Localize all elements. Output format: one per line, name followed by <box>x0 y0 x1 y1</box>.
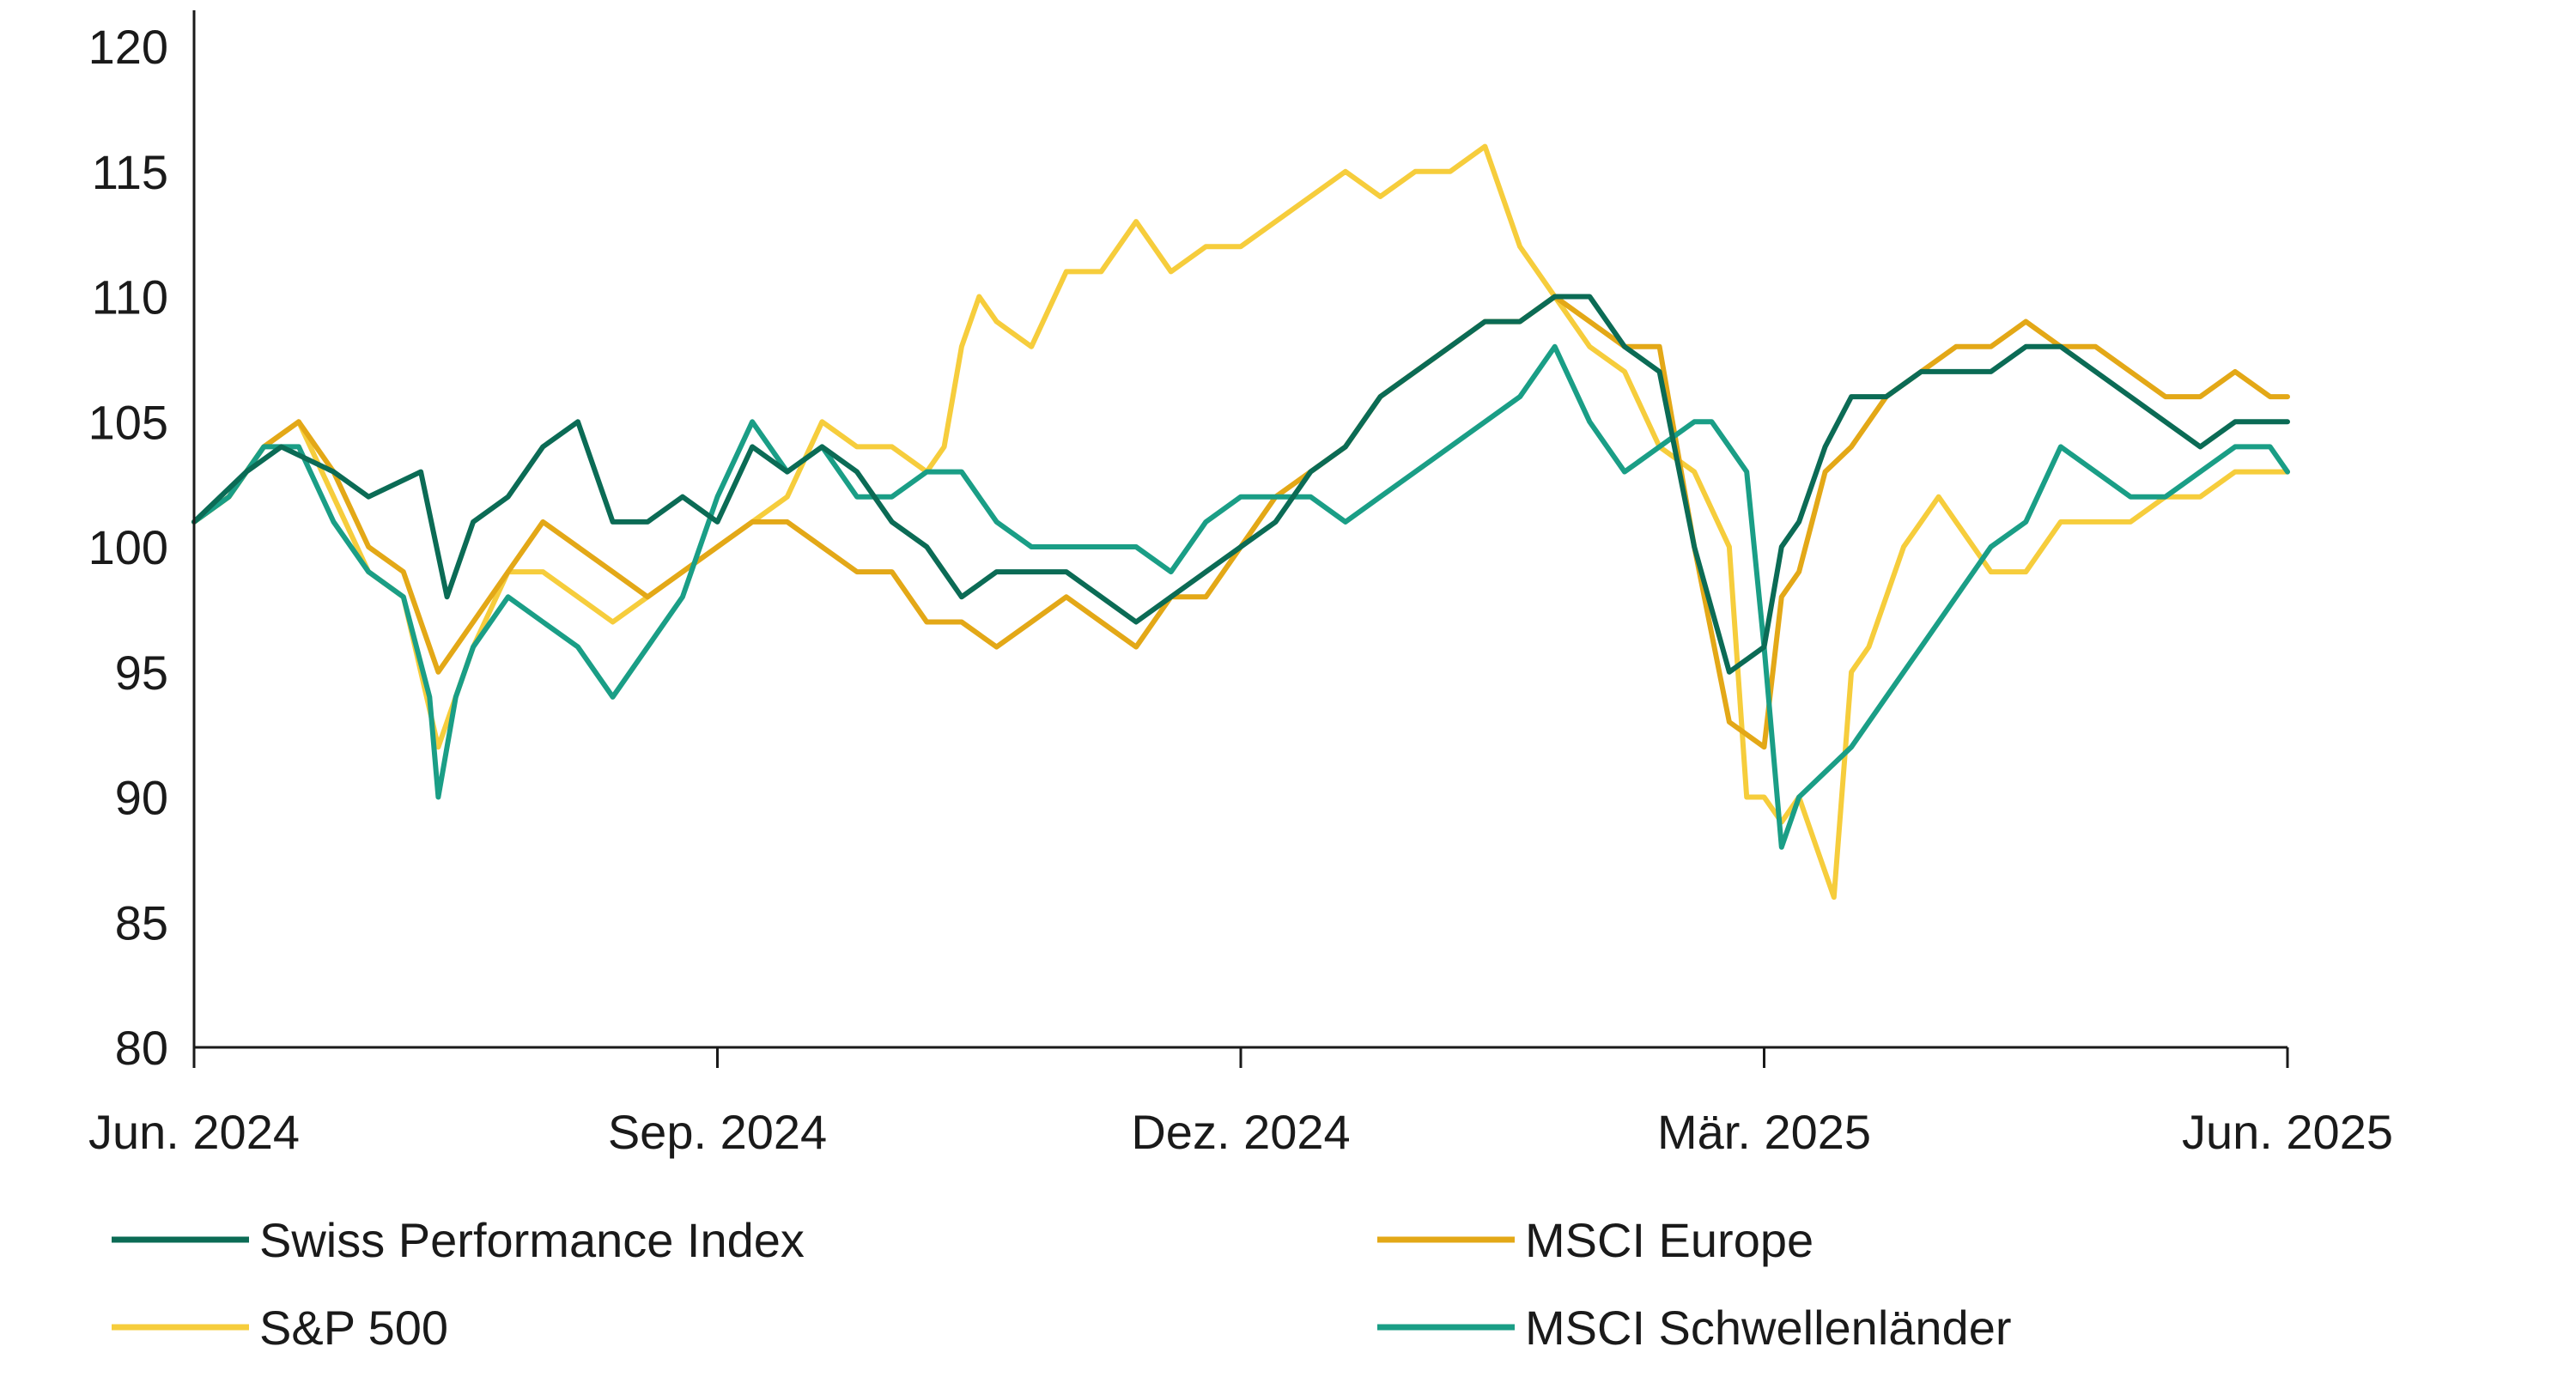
y-tick-label: 95 <box>115 646 168 700</box>
legend: Swiss Performance Index MSCI Europe S&P 50… <box>112 1213 2011 1355</box>
legend-item: S&P 500 <box>112 1301 448 1355</box>
series-line-msci-schwellenl-nder <box>191 343 2290 850</box>
x-tick-label: Jun. 2025 <box>2182 1105 2393 1159</box>
y-tick-label: 85 <box>115 895 168 949</box>
series-line-swiss-performance-index <box>191 294 2290 675</box>
legend-label: S&P 500 <box>259 1301 448 1355</box>
y-tick-label: 110 <box>92 270 168 325</box>
x-tick-label: Dez. 2024 <box>1131 1105 1350 1159</box>
x-ticks: Jun. 2024 Sep. 2024 Dez. 2024 Mär. 2025 Jun.… <box>88 1047 2393 1159</box>
axes <box>192 10 2287 1049</box>
y-tick-label: 100 <box>88 520 168 574</box>
y-tick-label: 120 <box>88 20 168 74</box>
x-tick-label: Jun. 2024 <box>88 1105 300 1159</box>
legend-label: MSCI Europe <box>1525 1213 1814 1267</box>
x-tick-label: Sep. 2024 <box>608 1105 827 1159</box>
y-tick-label: 80 <box>115 1021 168 1075</box>
legend-item: MSCI Schwellenländer <box>1377 1301 2011 1355</box>
y-tick-label: 115 <box>92 145 168 199</box>
series-layer <box>191 143 2290 901</box>
series-line-msci-europe <box>191 294 2290 750</box>
legend-label: Swiss Performance Index <box>259 1213 805 1267</box>
y-tick-label: 90 <box>115 771 168 825</box>
legend-item: Swiss Performance Index <box>112 1213 805 1267</box>
legend-label: MSCI Schwellenländer <box>1525 1301 2011 1355</box>
x-tick-label: Mär. 2025 <box>1657 1105 1871 1159</box>
legend-item: MSCI Europe <box>1377 1213 1814 1267</box>
series-line-s-p-500 <box>191 143 2290 901</box>
y-ticks: 80 85 90 95 100 105 110 115 120 <box>88 20 168 1075</box>
y-tick-label: 105 <box>88 395 168 449</box>
